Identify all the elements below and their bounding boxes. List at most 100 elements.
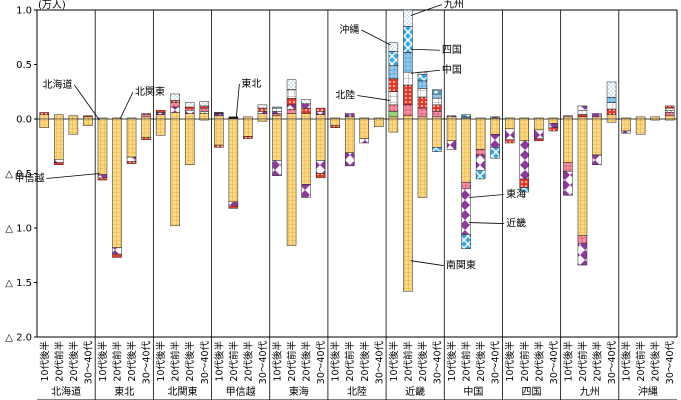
bar-segment-hokuriku	[563, 115, 573, 118]
annotation-leader	[410, 260, 444, 267]
annotation-label: 近畿	[506, 217, 526, 230]
bar-segment-minamikanto	[388, 116, 399, 120]
bar-segment-tokai	[199, 111, 210, 114]
bar-segment-minamikanto	[141, 118, 151, 138]
bar-segment-minamikanto	[344, 116, 355, 120]
bar-segment-minamikanto	[621, 118, 631, 132]
region-label: 東海	[289, 385, 309, 398]
bar-segment-okinawa	[286, 79, 297, 90]
region-label: 北陸	[347, 385, 367, 398]
bar-segment-minamikanto	[286, 118, 297, 246]
age-label: 20代後半	[184, 341, 196, 382]
bar-segment-kinki	[301, 103, 311, 109]
annotation-leader	[410, 4, 443, 16]
age-label: 10代後半	[155, 341, 167, 382]
age-label: 20代後半	[592, 341, 604, 382]
bar-segment-minamikanto	[461, 118, 471, 183]
age-label: 30～40代	[549, 341, 560, 385]
bar-segment-kinki	[621, 130, 631, 134]
region-label: 四国	[522, 386, 542, 398]
bar-segment-minamikanto	[83, 118, 93, 126]
bar-segment-hokuriku	[286, 108, 297, 114]
bar-segment-minamikanto	[650, 116, 660, 120]
bar-segment-kitakanto	[272, 107, 282, 112]
region-separators	[94, 10, 620, 400]
annotation-leader	[469, 194, 505, 198]
age-label: 20代前半	[344, 341, 356, 382]
bar-segment-kyushu	[490, 147, 500, 159]
age-label: 10代後半	[39, 341, 51, 382]
age-label: 20代前半	[53, 341, 65, 382]
bar-segment-chugoku	[228, 205, 239, 209]
bar-segment-tohoku	[228, 116, 239, 120]
bar-segment-minamikanto	[155, 114, 166, 120]
bar-segment-minamikanto	[330, 118, 340, 126]
bar-segment-minamikanto	[403, 115, 413, 120]
region-label: 沖縄	[638, 385, 658, 398]
bar-segment-hokuriku	[388, 104, 399, 112]
bar-segment-kinki	[286, 104, 297, 110]
age-label: 20代後半	[650, 341, 662, 382]
region-label: 九州	[580, 386, 600, 398]
bar-segment-kitakanto	[286, 89, 297, 99]
annotation-label: 九州	[444, 0, 464, 10]
bar-segment-minamikanto	[446, 116, 457, 120]
bar-segment-minamikanto	[548, 118, 559, 124]
bar-segment-kinki	[344, 152, 355, 167]
age-label: 30～40代	[142, 341, 153, 385]
bar-segment-kitakanto	[577, 110, 588, 115]
bar-segment-kyushu	[461, 114, 471, 118]
age-label: 20代前半	[402, 341, 414, 382]
bar-segment-minamikanto	[650, 118, 660, 121]
bar-segment-minamikanto	[214, 118, 224, 146]
bar-segment-minamikanto	[490, 118, 500, 135]
bar-segment-kinki	[592, 154, 602, 166]
y-tick-label: △ 1.0	[5, 224, 32, 235]
bar-segment-kinki	[577, 105, 588, 111]
bar-segment-minamikanto	[417, 116, 428, 120]
bar-segment-minamikanto	[243, 116, 253, 120]
bar-segment-hokuriku	[272, 113, 282, 116]
bar-segment-minamikanto	[606, 118, 617, 123]
annotation-leader	[410, 48, 440, 51]
unit-label: (万人)	[38, 0, 66, 11]
bar-segment-minamikanto	[563, 118, 573, 163]
annotation-leader	[410, 69, 440, 74]
bar-segment-kyushu	[475, 169, 486, 180]
bar-segment-minamikanto	[577, 118, 588, 236]
bar-segment-minamikanto	[68, 118, 79, 135]
bar-segment-chugoku	[403, 84, 413, 106]
bar-segment-minamikanto	[374, 118, 384, 127]
annotation-label: 東海	[506, 187, 526, 200]
annotation-label: 南関東	[446, 259, 476, 272]
bar-segment-kinki	[490, 134, 500, 148]
bar-segment-chugoku	[184, 106, 195, 111]
bar-segment-minamikanto	[257, 113, 268, 120]
bar-segment-kinki	[257, 111, 268, 114]
bar-segment-minamikanto	[388, 118, 399, 133]
bar-segment-minamikanto	[272, 118, 282, 161]
region-label: 東北	[114, 385, 134, 398]
bar-segment-minamikanto	[301, 118, 311, 185]
bar-segment-chugoku	[155, 110, 166, 113]
age-label: 20代後半	[242, 341, 254, 382]
annotation-leader	[361, 29, 391, 46]
bar-segment-minamikanto	[664, 118, 675, 121]
bar-segment-chugoku	[330, 125, 340, 128]
bar-segment-okinawa	[432, 89, 442, 91]
age-label: 30～40代	[491, 341, 502, 385]
bar-segment-minamikanto	[592, 116, 602, 120]
bar-segment-minamikanto	[141, 116, 151, 120]
bar-segment-chugoku	[199, 105, 210, 109]
age-label: 20代前半	[286, 341, 298, 382]
annotation-label: 北陸	[335, 88, 355, 101]
bar-segment-kinki	[519, 140, 530, 180]
bar-segment-chugoku	[417, 96, 428, 109]
bar-segment-kinki	[359, 138, 370, 144]
bar-segment-minamikanto	[446, 118, 457, 142]
bar-segment-kitakanto	[403, 71, 413, 86]
age-label: 20代前半	[112, 341, 124, 382]
bar-segment-chugoku	[54, 162, 64, 166]
